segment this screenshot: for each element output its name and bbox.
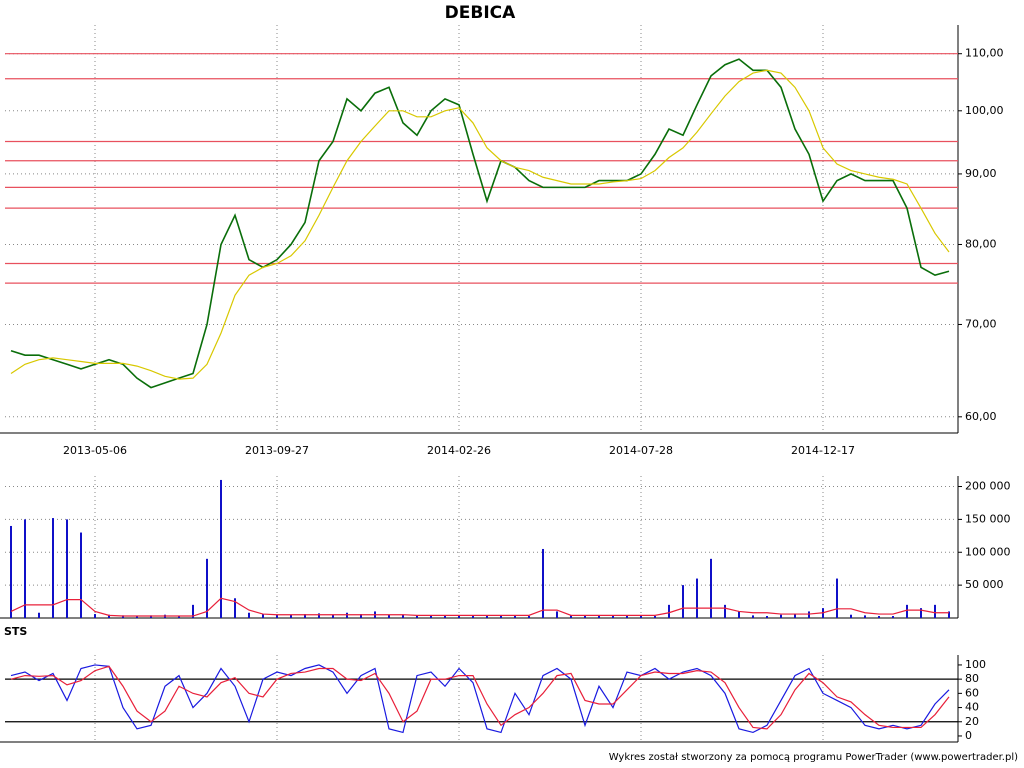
volume-bar [10,525,12,618]
chart-title: DEBICA [445,3,516,23]
volume-bar [598,616,600,618]
volume-bar [780,614,782,618]
volume-bar [80,532,82,618]
y-tick-label: 60,00 [965,410,997,423]
y-tick-label: 60 [965,686,979,699]
volume-bar [262,614,264,618]
volume-bar [178,616,180,618]
panel-title: STS [4,625,27,638]
volume-bar [346,612,348,618]
x-tick-label: 2014-02-26 [427,444,491,457]
series-line [10,664,950,734]
volume-bar [388,614,390,618]
volume-bar [458,615,460,618]
volume-bar [892,616,894,618]
y-tick-label: 100,00 [965,104,1004,117]
volume-bar [416,615,418,618]
y-tick-label: 110,00 [965,47,1004,60]
volume-bar [108,614,110,618]
y-tick-label: 0 [965,729,972,742]
volume-bar [472,616,474,618]
y-tick-label: 90,00 [965,167,997,180]
volume-bar [66,519,68,618]
volume-bar [332,614,334,618]
y-tick-label: 100 [965,658,986,671]
footer: Wykres został stworzony za pomocą progra… [609,752,1018,763]
volume-bar [696,578,698,618]
volume-bar [584,616,586,618]
x-tick-label: 2014-12-17 [791,444,855,457]
volume-bar [808,611,810,618]
volume-bar [654,616,656,618]
volume-bar [766,616,768,618]
volume-bar [570,615,572,618]
volume-bar [304,614,306,618]
y-tick-label: 80 [965,672,979,685]
volume-bar [612,616,614,618]
volume-bar [836,578,838,618]
volume-bar [738,611,740,618]
y-tick-label: 20 [965,715,979,728]
y-tick-label: 50 000 [965,578,1004,591]
volume-bar [500,615,502,618]
volume-bar [136,616,138,618]
volume-bar [794,614,796,618]
volume-bar [920,608,922,618]
volume-bar [864,615,866,618]
y-tick-label: 200 000 [965,480,1011,493]
volume-bar [24,519,26,618]
volume-bar [52,518,54,618]
series-line [10,69,950,380]
volume-bar [948,611,950,618]
y-tick-label: 100 000 [965,545,1011,558]
volume-bar [682,585,684,618]
x-tick-label: 2013-09-27 [245,444,309,457]
volume-bar [752,615,754,618]
volume-bar [878,616,880,618]
volume-bar [360,614,362,618]
volume-bar [906,604,908,618]
volume-bar [234,598,236,618]
volume-bar [276,614,278,618]
series-line [10,597,949,617]
volume-bar [626,616,628,618]
volume-bar [220,479,222,618]
volume-bar [542,548,544,618]
volume-bar [934,604,936,618]
volume-bar [668,604,670,618]
y-tick-label: 150 000 [965,512,1011,525]
volume-bar [444,616,446,618]
series-line [10,665,950,730]
volume-bar [850,614,852,618]
volume-bar [430,615,432,618]
volume-bar [640,615,642,618]
volume-bar [248,612,250,618]
volume-bar [724,604,726,618]
volume-bar [150,615,152,618]
volume-bar [486,616,488,618]
volume-bar [192,604,194,618]
volume-bar [710,558,712,618]
y-tick-label: 70,00 [965,317,997,330]
x-tick-label: 2013-05-06 [63,444,127,457]
volume-bar [94,614,96,618]
volume-bar [514,616,516,618]
y-tick-label: 40 [965,701,979,714]
volume-bar [38,612,40,618]
volume-bar [402,614,404,618]
volume-bar [206,558,208,618]
volume-bar [528,616,530,618]
volume-bar [122,615,124,618]
x-tick-label: 2014-07-28 [609,444,673,457]
volume-bar [556,611,558,618]
volume-bar [318,613,320,618]
y-tick-label: 80,00 [965,237,997,250]
series-line [10,58,950,389]
volume-bar [290,614,292,618]
